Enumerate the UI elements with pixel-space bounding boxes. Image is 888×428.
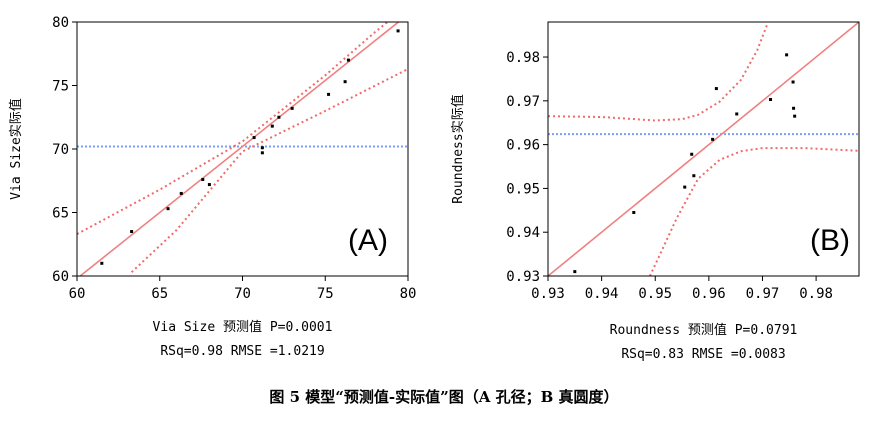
panel-a: 60 65 70 75 80 60 65 70 75 80 (A) Via Size 预测值 P=… — [8, 15, 417, 359]
x-tick-label-a: 60 — [69, 286, 86, 302]
y-tick-label-b: 0.96 — [506, 138, 540, 154]
data-point-b — [632, 211, 636, 214]
data-point-a — [327, 92, 331, 96]
y-axis-title-b: Roundness实际值 — [450, 94, 466, 203]
x-tick-label-a: 70 — [234, 286, 251, 302]
fit-line-b — [548, 22, 859, 276]
data-point-a — [277, 115, 281, 119]
data-point-b — [735, 112, 739, 116]
stats-a: RSq=0.98 RMSE =1.0219 — [160, 344, 324, 359]
confidence-lower-a — [130, 68, 408, 273]
plot-frame-b — [547, 21, 860, 277]
confidence-upper-b — [548, 22, 769, 122]
x-axis-title-a: Via Size 预测值 P=0.0001 — [153, 319, 333, 335]
figure-caption: 图 5 模型“预测值-实际值”图（A 孔径；B 真圆度） — [269, 388, 619, 406]
y-tick-label-b: 0.97 — [506, 94, 540, 110]
panel-label-b: (B) — [810, 224, 850, 257]
x-axis-title-b: Roundness 预测值 P=0.0791 — [610, 322, 798, 338]
data-point-a — [207, 183, 211, 187]
data-point-b — [692, 174, 696, 178]
y-tick-label-a: 75 — [52, 79, 69, 95]
panel-label-a: (A) — [348, 224, 388, 257]
data-point-a — [252, 136, 256, 140]
data-point-b — [573, 270, 577, 274]
data-point-b — [791, 80, 795, 84]
data-point-a — [343, 80, 347, 84]
y-tick-label-a: 65 — [52, 206, 69, 222]
y-tick-label-a: 80 — [52, 15, 69, 31]
data-point-a — [201, 177, 205, 181]
data-point-b — [690, 152, 694, 156]
confidence-upper-a — [77, 22, 390, 235]
y-tick-label-a: 70 — [52, 142, 69, 158]
data-point-a — [290, 106, 294, 110]
data-point-a — [260, 151, 264, 155]
y-axis-title-a: Via Size实际值 — [8, 98, 24, 200]
data-point-a — [396, 29, 400, 33]
y-tick-label-a: 60 — [52, 269, 69, 285]
data-point-b — [792, 106, 796, 110]
y-tick-label-b: 0.94 — [506, 225, 540, 241]
x-tick-label-a: 80 — [400, 286, 417, 302]
data-point-a — [346, 58, 350, 62]
y-tick-label-b: 0.93 — [506, 269, 540, 285]
x-tick-label-a: 65 — [151, 286, 168, 302]
data-point-b — [711, 137, 715, 141]
x-tick-label-a: 75 — [317, 286, 334, 302]
y-tick-label-b: 0.95 — [506, 181, 540, 197]
data-point-b — [683, 185, 687, 189]
data-point-a — [270, 124, 274, 128]
y-tick-label-b: 0.98 — [506, 50, 540, 66]
confidence-lower-b — [648, 147, 859, 276]
x-tick-label-b: 0.95 — [638, 286, 672, 302]
data-point-b — [785, 53, 789, 57]
x-tick-label-b: 0.96 — [692, 286, 726, 302]
x-tick-label-b: 0.98 — [799, 286, 833, 302]
x-tick-label-b: 0.97 — [746, 286, 780, 302]
fit-line-a — [78, 22, 400, 276]
data-point-a — [260, 146, 264, 150]
x-tick-label-b: 0.93 — [531, 286, 565, 302]
data-point-a — [179, 191, 183, 195]
data-point-b — [714, 87, 718, 91]
data-point-a — [166, 207, 170, 211]
stats-b: RSq=0.83 RMSE =0.0083 — [621, 347, 785, 362]
data-point-b — [769, 98, 773, 102]
data-point-a — [100, 261, 104, 265]
data-point-a — [130, 230, 134, 234]
panel-b: 0.93 0.94 0.95 0.96 0.97 0.98 0.93 0.94 0.95 0.96… — [450, 21, 860, 362]
data-point-b — [793, 114, 797, 118]
x-tick-label-b: 0.94 — [585, 286, 619, 302]
